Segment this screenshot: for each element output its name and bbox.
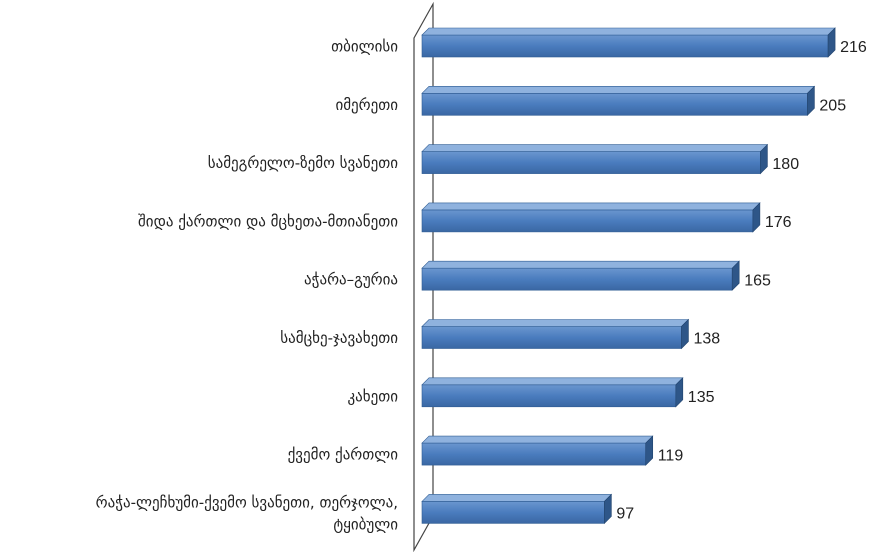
bar-top: [421, 202, 761, 211]
category-label: სამცხე-ჯავახეთი: [280, 329, 398, 347]
bar: [421, 493, 613, 525]
data-label: 165: [744, 272, 771, 289]
bar-side: [675, 377, 684, 408]
category-label: იმერეთი: [335, 96, 398, 114]
data-label: 135: [688, 389, 715, 406]
data-label: 216: [840, 39, 867, 56]
bar-side: [645, 435, 654, 466]
bar-top: [421, 319, 690, 327]
bar-top: [421, 260, 740, 269]
bar-front: [421, 384, 677, 408]
category-label: ქვემო ქართლი: [288, 446, 399, 464]
bar-front: [421, 34, 829, 58]
bar-top: [421, 27, 836, 36]
data-label: 205: [819, 98, 846, 115]
category-label: სამეგრელო-ზემო სვანეთი: [208, 154, 398, 172]
data-label: 180: [772, 156, 799, 173]
bar-side: [807, 85, 815, 117]
data-label: 176: [765, 214, 792, 231]
bar-front: [421, 209, 754, 233]
bar-front: [421, 267, 733, 291]
bar-top: [421, 86, 816, 94]
bar-top: [421, 377, 684, 386]
bar: [421, 377, 684, 408]
bar-side: [681, 318, 689, 350]
bar-top: [421, 144, 769, 152]
category-labels: თბილისი იმერეთი სამეგრელო-ზემო სვანეთი შიდა…: [96, 38, 399, 534]
bar-front: [421, 326, 682, 349]
category-label: კახეთი: [347, 387, 398, 405]
bar-side: [827, 27, 836, 58]
category-label: შიდა ქართლი და მცხეთა-მთიანეთი: [138, 212, 398, 230]
bar: [421, 435, 654, 466]
bar-front: [421, 93, 808, 116]
bar-series: [421, 27, 836, 525]
data-labels: 216 205 180 176 165 138 135 119 97: [616, 39, 867, 522]
data-label: 138: [693, 331, 720, 348]
bar-front: [421, 442, 647, 466]
bar: [421, 85, 816, 117]
bar-side: [731, 260, 740, 291]
category-label: თბილისი: [331, 38, 398, 56]
bar: [421, 260, 740, 291]
bar: [421, 143, 769, 175]
bar-top: [421, 435, 654, 444]
bar: [421, 318, 690, 350]
bar-side: [760, 143, 768, 175]
bar-side: [604, 493, 612, 525]
data-label: 97: [616, 506, 634, 523]
bar: [421, 202, 761, 233]
bar-front: [421, 501, 605, 524]
category-label: რაჭა-ლეჩხუმი-ქვემო სვანეთი, თერჯოლა, ტყიბ…: [96, 493, 399, 533]
bar: [421, 27, 836, 58]
bar-front: [421, 151, 761, 174]
data-label: 119: [658, 447, 684, 464]
bar-side: [752, 202, 761, 233]
bar-top: [421, 494, 613, 502]
category-label: აჭარა–გურია: [304, 271, 398, 289]
